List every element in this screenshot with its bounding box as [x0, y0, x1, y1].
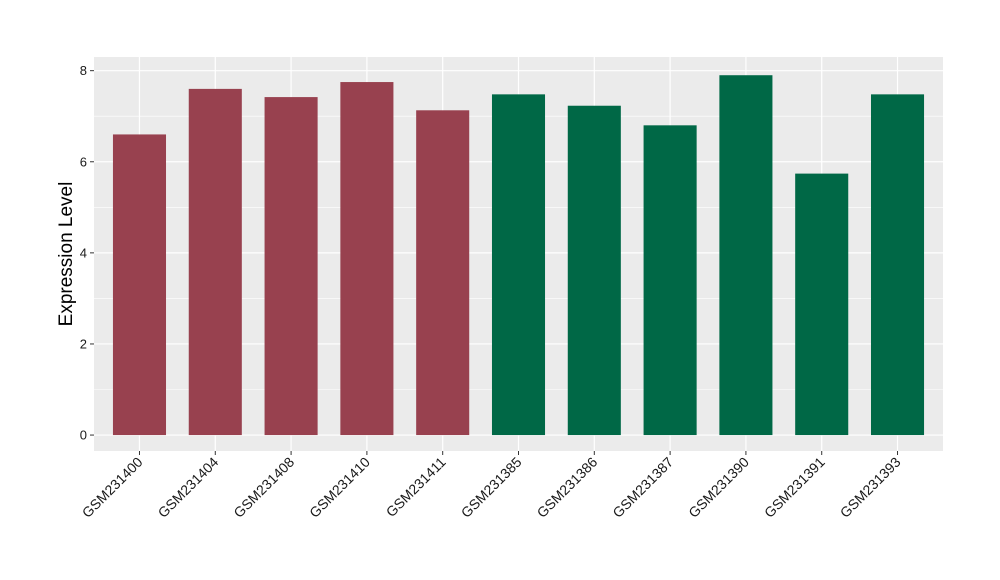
x-tick-label-GSM231391: GSM231391 — [761, 454, 828, 521]
x-tick-label-GSM231411: GSM231411 — [383, 454, 449, 520]
x-tick-label-GSM231387: GSM231387 — [609, 454, 676, 521]
x-tick-label-GSM231385: GSM231385 — [458, 454, 525, 521]
bar-GSM231410 — [340, 82, 394, 436]
x-tick-label-GSM231404: GSM231404 — [155, 454, 222, 521]
y-axis-title: Expression Level — [56, 182, 77, 327]
x-tick-label-GSM231408: GSM231408 — [230, 454, 297, 521]
y-tick-label: 8 — [80, 63, 87, 78]
bar-GSM231391 — [795, 173, 849, 436]
x-tick-label-GSM231400: GSM231400 — [79, 454, 146, 521]
bar-GSM231387 — [643, 125, 697, 436]
bar-GSM231408 — [264, 97, 318, 436]
x-tick-label-GSM231410: GSM231410 — [306, 454, 373, 521]
y-tick-label: 6 — [80, 154, 87, 169]
y-tick-label: 0 — [80, 428, 87, 443]
y-axis: 0 2 4 6 8 — [80, 63, 94, 443]
bar-GSM231411 — [416, 110, 470, 436]
x-tick-label-GSM231393: GSM231393 — [837, 454, 904, 521]
bar-GSM231390 — [719, 75, 773, 436]
bar-GSM231385 — [491, 94, 546, 436]
bar-GSM231404 — [188, 88, 242, 436]
x-axis: GSM231400 GSM231404 GSM231408 GSM231410 GSM2… — [79, 451, 904, 521]
bar-GSM231393 — [870, 94, 925, 436]
bar-GSM231386 — [567, 105, 621, 436]
bars — [112, 75, 925, 436]
x-tick-label-GSM231390: GSM231390 — [685, 454, 752, 521]
bar-GSM231400 — [112, 134, 167, 436]
x-tick-label-GSM231386: GSM231386 — [534, 454, 601, 521]
y-tick-label: 2 — [80, 336, 87, 351]
y-tick-label: 4 — [80, 245, 87, 260]
